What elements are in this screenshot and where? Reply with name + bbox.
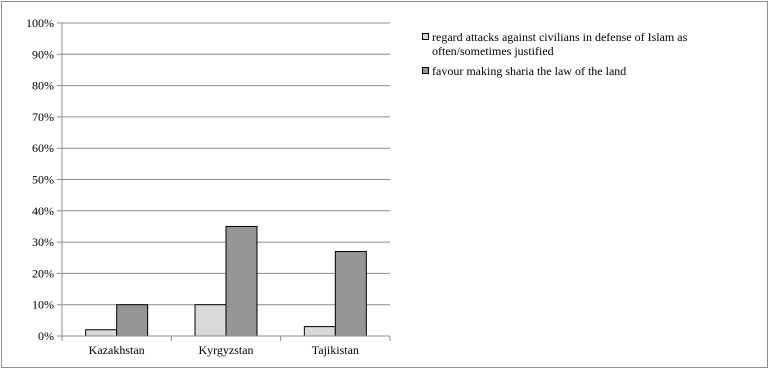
x-tick-label: Tajikistan — [312, 343, 359, 357]
y-tick-label: 30% — [32, 235, 54, 249]
bar-kazakhstan-series-2 — [116, 304, 149, 337]
bars — [85, 225, 367, 337]
legend-label-series-2: favour making sharia the law of the land — [432, 64, 627, 78]
x-tick-label: Kyrgyzstan — [198, 343, 253, 357]
y-tick-label: 60% — [32, 141, 54, 155]
legend-label-series-1: regard attacks against civilians in defe… — [432, 30, 688, 58]
legend-swatch-series-2 — [422, 67, 429, 74]
y-tick-label: 90% — [32, 47, 54, 61]
y-tick-label: 40% — [32, 204, 54, 218]
y-tick-label: 10% — [32, 298, 54, 312]
bar-tajikistan-series-1 — [303, 326, 336, 337]
legend: regard attacks against civilians in defe… — [422, 30, 762, 84]
y-tick-label: 100% — [26, 16, 54, 30]
y-tick-label: 80% — [32, 79, 54, 93]
y-tick-label: 50% — [32, 173, 54, 187]
bar-kyrgyzstan-series-1 — [194, 304, 227, 337]
bar-tajikistan-series-2 — [334, 250, 367, 337]
legend-swatch-series-1 — [422, 33, 429, 40]
legend-item-series-1: regard attacks against civilians in defe… — [422, 30, 762, 58]
gridlines — [62, 22, 390, 306]
bar-kyrgyzstan-series-2 — [225, 225, 258, 337]
axes — [57, 22, 391, 341]
y-tick-label: 20% — [32, 266, 54, 280]
legend-item-series-2: favour making sharia the law of the land — [422, 64, 762, 78]
y-tick-label: 70% — [32, 110, 54, 124]
tick-labels: 0% 10% 20% 30% 40% 50% 60% 70% 80% 90% 100% Kazakhs… — [26, 16, 359, 357]
x-tick-label: Kazakhstan — [89, 343, 145, 357]
bar-kazakhstan-series-1 — [85, 329, 118, 337]
y-tick-label: 0% — [38, 329, 54, 343]
